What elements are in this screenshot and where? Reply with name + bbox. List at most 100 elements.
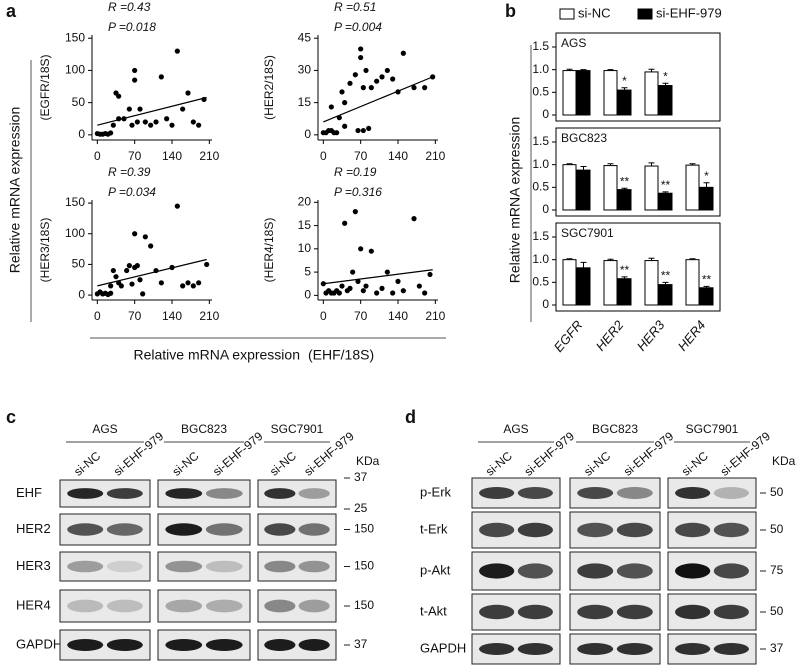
x-tick-label: 140 [388,149,408,163]
band [675,522,711,538]
y-tick-label: 50 [72,257,86,271]
point [110,267,116,274]
legend-label: si-EHF-979 [656,5,722,20]
legend-swatch [559,8,575,20]
error-bar [662,82,669,86]
bar [685,259,700,306]
band [106,639,143,651]
lane-label: si-NC [170,449,202,479]
error-bar [621,87,628,91]
y-tick-label: 100 [65,226,85,240]
point [142,234,148,240]
bar [603,165,618,211]
point [132,231,138,237]
error-bar [580,261,587,268]
bar [658,284,673,306]
x-tick-label: 210 [425,149,445,163]
y-axis-label: (EGFR/18S) [38,54,52,120]
marker-label: 25 [354,501,368,515]
unit-label: KDa [772,454,796,468]
point [129,281,135,287]
point [118,283,124,289]
annotation: P =0.034 [108,185,156,199]
plot-frame [555,127,721,217]
chart-title: AGS [561,36,586,50]
x-tick-label: 70 [128,309,142,323]
error-bar [607,69,614,71]
band [479,487,515,499]
annotation: R =0.19 [334,165,377,179]
point [185,280,191,286]
row-label: HER2 [16,521,51,536]
point [374,290,380,296]
band [205,523,243,536]
band [713,643,749,655]
row-label: EHF [16,485,42,500]
point [148,243,154,249]
point [427,271,433,278]
y-tick-label: 0 [304,288,311,302]
point [368,248,374,254]
y-tick-label: 1.0 [532,252,549,266]
point [360,127,366,134]
band [205,560,243,573]
significance: ** [661,178,671,192]
lane-label: si-EHF-979 [301,429,357,479]
band [205,639,243,651]
point [126,106,132,112]
x-tick-label: HER2 [593,317,627,354]
error-bar [621,187,628,190]
band [67,560,104,573]
panel-letter: d [405,407,416,427]
bar [562,164,577,211]
y-tick-label: 1.5 [532,229,549,243]
point [390,290,396,296]
point [363,283,369,289]
y-tick-label: 15 [298,218,312,232]
point [140,291,146,297]
point [132,77,138,83]
chart-title: SGC7901 [561,226,614,240]
error-bar [703,182,710,188]
band [264,523,296,536]
bar [576,267,591,306]
band [165,639,203,651]
plot-frame [555,222,721,312]
blot-frame [257,551,337,582]
point [174,203,180,209]
y-tick-label: 150 [65,195,85,209]
band [106,599,143,613]
point [379,74,385,80]
point [113,274,119,280]
point [411,216,417,222]
error-bar [607,258,614,261]
band [675,643,711,655]
point [400,50,406,56]
group-label: SGC7901 [686,422,739,436]
point [339,283,345,289]
band [479,643,515,655]
band [616,522,653,538]
row-label: t-Akt [420,603,447,618]
bar [562,70,577,116]
error-bar [607,163,614,166]
point [358,246,364,252]
band [479,522,515,538]
y-tick-label: 50 [72,95,86,109]
point [108,130,114,136]
point [422,290,428,296]
point [116,93,122,99]
bar [658,192,673,211]
lane-label: si-EHF-979 [210,429,266,479]
point [180,283,186,289]
y-tick-label: 45 [298,30,312,44]
annotation: R =0.51 [334,0,376,14]
bar [658,85,673,116]
annotation: R =0.39 [108,165,151,179]
x-tick-label: 70 [354,149,368,163]
band [264,560,296,573]
bar [603,260,618,306]
marker-label: 50 [770,522,784,536]
plot-frame [555,32,721,122]
